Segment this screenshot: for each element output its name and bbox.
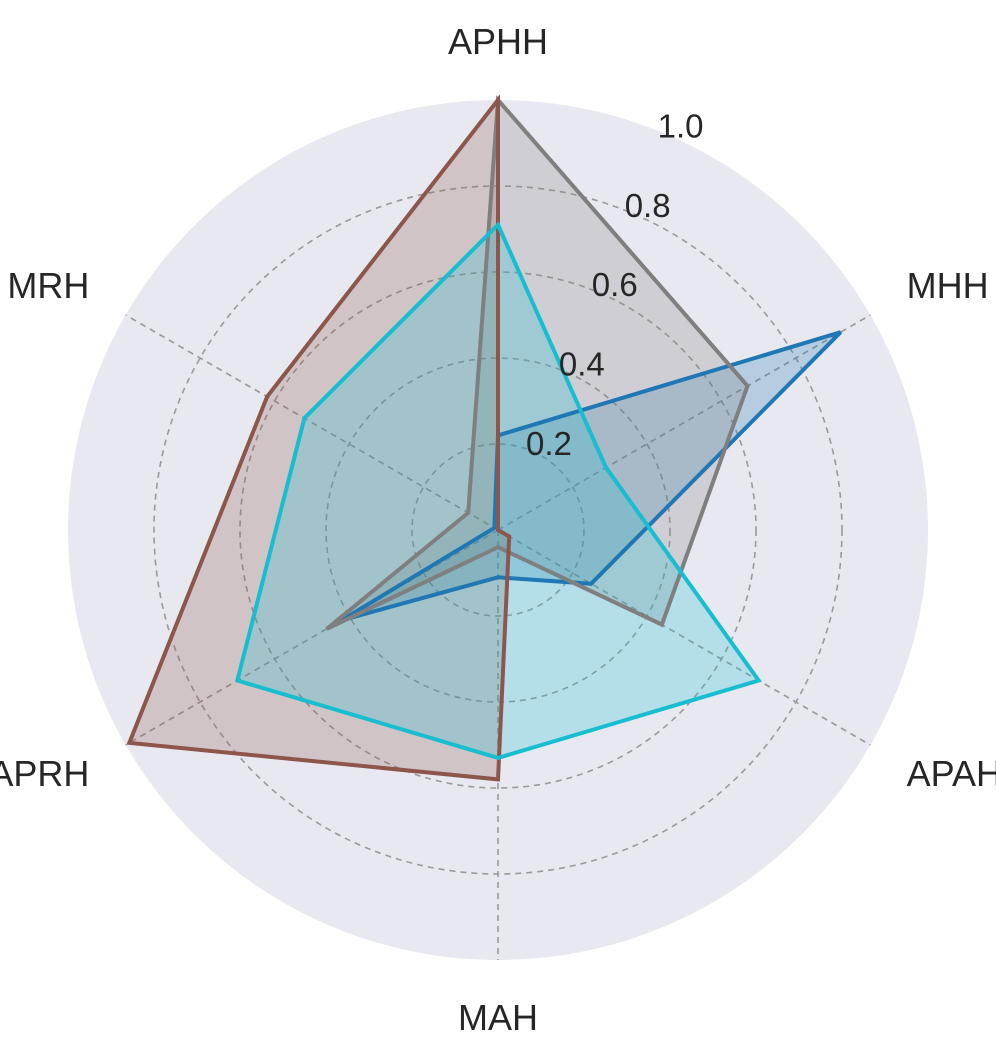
axis-label-apah: APAH — [907, 753, 996, 794]
r-tick-label: 1.0 — [658, 107, 704, 144]
grid-ring — [325, 357, 671, 703]
series-3-area — [129, 100, 510, 780]
series-2-line — [325, 95, 750, 631]
r-tick-label: 0.2 — [526, 425, 572, 462]
series-2-area — [326, 100, 748, 629]
series-1-line — [340, 330, 843, 623]
r-tick-label: 0.6 — [592, 266, 638, 303]
axis-label-mhh: MHH — [907, 265, 989, 306]
series-4-line — [234, 221, 762, 760]
grid-ring — [411, 443, 585, 617]
spoke-aprh — [125, 529, 499, 746]
axis-label-mrh: MRH — [7, 265, 89, 306]
axis-label-aphh: APHH — [448, 21, 548, 62]
r-tick-label: 0.4 — [559, 346, 605, 383]
series-1-area — [341, 332, 841, 621]
series-3-line — [126, 94, 512, 782]
axis-label-aprh: APRH — [0, 753, 89, 794]
spoke-mhh — [497, 314, 871, 531]
axis-label-mah: MAH — [458, 997, 538, 1038]
spoke-apah — [497, 529, 871, 746]
r-tick-label: 0.8 — [625, 187, 671, 224]
spoke-mrh — [125, 314, 499, 531]
